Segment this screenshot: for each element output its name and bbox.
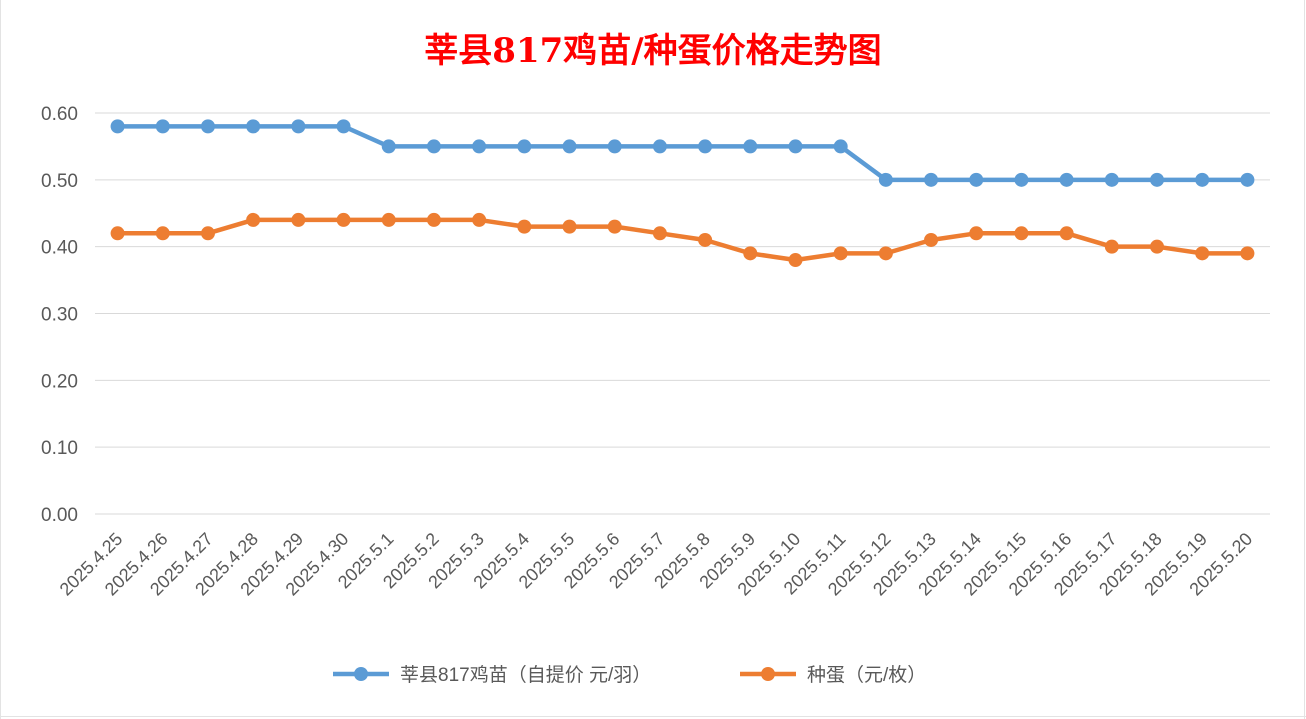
data-point <box>1059 172 1074 187</box>
data-point <box>1150 239 1165 254</box>
gridlines <box>95 112 1270 515</box>
data-point <box>969 226 984 241</box>
data-point <box>833 139 848 154</box>
data-point <box>743 246 758 261</box>
data-point <box>336 212 351 227</box>
data-point <box>1195 172 1210 187</box>
data-point <box>652 139 667 154</box>
legend-swatch-marker <box>354 667 368 681</box>
legend-label: 种蛋（元/枚） <box>807 664 926 686</box>
data-point <box>246 119 261 134</box>
data-point <box>969 172 984 187</box>
y-tick-label: 0.20 <box>41 371 78 392</box>
y-tick-label: 0.30 <box>41 305 78 326</box>
y-tick-label: 0.50 <box>41 171 78 192</box>
legend: 莘县817鸡苗（自提价 元/羽） 种蛋（元/枚） <box>333 664 926 686</box>
data-point <box>155 119 170 134</box>
data-point <box>878 246 893 261</box>
data-point <box>924 172 939 187</box>
sheet-gridline <box>0 716 1306 717</box>
data-point <box>788 139 803 154</box>
data-point <box>472 139 487 154</box>
data-point <box>1014 172 1029 187</box>
data-point <box>472 212 487 227</box>
data-point <box>246 212 261 227</box>
data-point <box>426 212 441 227</box>
data-point <box>517 139 532 154</box>
data-point <box>110 226 125 241</box>
data-point <box>698 232 713 247</box>
data-point <box>1014 226 1029 241</box>
data-point <box>336 119 351 134</box>
data-point <box>924 232 939 247</box>
data-point <box>1240 246 1255 261</box>
data-point <box>1195 246 1210 261</box>
data-point <box>110 119 125 134</box>
sheet-gridline <box>1304 0 1305 719</box>
y-tick-label: 0.40 <box>41 238 78 259</box>
data-point <box>155 226 170 241</box>
series-layer <box>110 119 1255 268</box>
data-point <box>878 172 893 187</box>
data-point <box>1104 172 1119 187</box>
data-point <box>607 139 622 154</box>
data-point <box>381 139 396 154</box>
series-2 <box>110 212 1255 268</box>
data-point <box>200 226 215 241</box>
x-axis-ticks: 2025.4.252025.4.262025.4.272025.4.282025… <box>56 529 1257 600</box>
data-point <box>562 219 577 234</box>
data-point <box>698 139 713 154</box>
y-tick-label: 0.10 <box>41 438 78 459</box>
legend-label: 莘县817鸡苗（自提价 元/羽） <box>400 664 651 686</box>
data-point <box>291 119 306 134</box>
data-point <box>743 139 758 154</box>
data-point <box>291 212 306 227</box>
data-point <box>652 226 667 241</box>
data-point <box>1059 226 1074 241</box>
series-line <box>115 124 1250 183</box>
data-point <box>833 246 848 261</box>
series-1 <box>110 119 1255 187</box>
data-point <box>788 253 803 268</box>
series-line <box>115 217 1250 263</box>
y-tick-label: 0.60 <box>41 104 78 125</box>
legend-swatch-marker <box>761 667 775 681</box>
data-point <box>1150 172 1165 187</box>
legend-item: 种蛋（元/枚） <box>740 664 926 686</box>
legend-item: 莘县817鸡苗（自提价 元/羽） <box>333 664 651 686</box>
data-point <box>381 212 396 227</box>
data-point <box>562 139 577 154</box>
data-point <box>1240 172 1255 187</box>
data-point <box>1104 239 1119 254</box>
data-point <box>517 219 532 234</box>
data-point <box>426 139 441 154</box>
sheet-gridline <box>0 0 1 719</box>
data-point <box>200 119 215 134</box>
chart-title: 莘县817鸡苗/种蛋价格走势图 <box>424 31 881 71</box>
y-tick-label: 0.00 <box>41 505 78 526</box>
y-axis-ticks: 0.00 0.10 0.20 0.30 0.40 0.50 0.60 <box>41 104 78 526</box>
data-point <box>607 219 622 234</box>
